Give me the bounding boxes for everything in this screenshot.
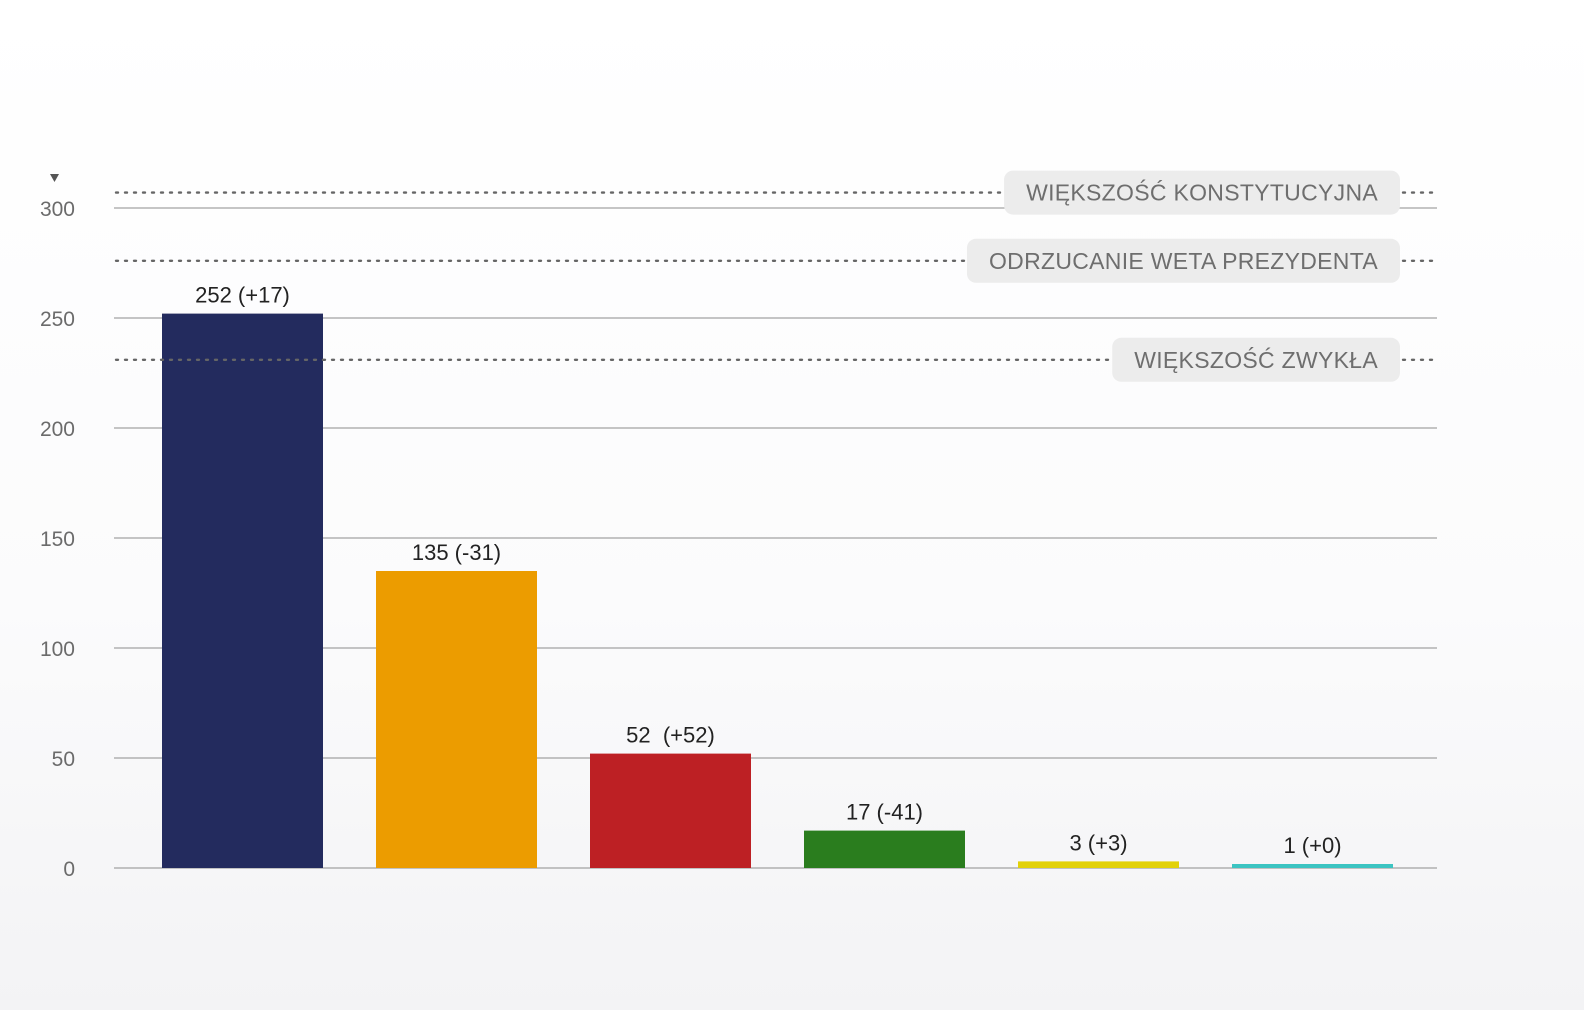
bar-3 — [590, 753, 751, 868]
bar-value-label: 1 (+0) — [1283, 833, 1341, 858]
bar-5 — [1018, 861, 1179, 868]
y-tick-label: 250 — [40, 308, 75, 331]
bars — [162, 313, 1393, 869]
bar-6 — [1232, 864, 1393, 868]
threshold-lines: WIĘKSZOŚĆ KONSTYTUCYJNA ODRZUCANIE WETA P… — [114, 170, 1439, 382]
y-tick-label: 200 — [40, 418, 75, 441]
gridlines — [114, 207, 1437, 869]
y-tick-label: 300 — [40, 198, 75, 221]
bar-2 — [376, 571, 537, 868]
bar-value-label: 252 (+17) — [195, 283, 290, 308]
threshold-badge: WIĘKSZOŚĆ ZWYKŁA — [1112, 337, 1400, 382]
bar-1 — [162, 313, 323, 869]
threshold-box — [966, 238, 1400, 283]
threshold-label: WIĘKSZOŚĆ ZWYKŁA — [1134, 346, 1378, 373]
y-tick-label: 50 — [52, 748, 75, 771]
bar-value-label: 3 (+3) — [1069, 830, 1127, 855]
threshold-box — [1004, 170, 1400, 215]
y-tick-label: 100 — [40, 638, 75, 661]
y-tick-label: 0 — [63, 858, 75, 881]
bar-value-label: 17 (-41) — [846, 800, 923, 825]
bar-value-label: 135 (-31) — [412, 540, 501, 565]
threshold-label: ODRZUCANIE WETA PREZYDENTA — [989, 248, 1378, 274]
axis-marker-icon — [50, 174, 59, 182]
bar-value-label: 52 (+52) — [626, 723, 715, 748]
labels: 0 50 100 150 200 250 300 252 (+17) 135 (-31) 52 (… — [40, 174, 1342, 881]
threshold-label: WIĘKSZOŚĆ KONSTYTUCYJNA — [1026, 179, 1378, 206]
threshold-badge: ODRZUCANIE WETA PREZYDENTA — [966, 238, 1400, 283]
bar-4 — [804, 830, 965, 868]
threshold-box — [1112, 337, 1400, 382]
threshold-badge: WIĘKSZOŚĆ KONSTYTUCYJNA — [1004, 170, 1400, 215]
y-tick-label: 150 — [40, 528, 75, 551]
